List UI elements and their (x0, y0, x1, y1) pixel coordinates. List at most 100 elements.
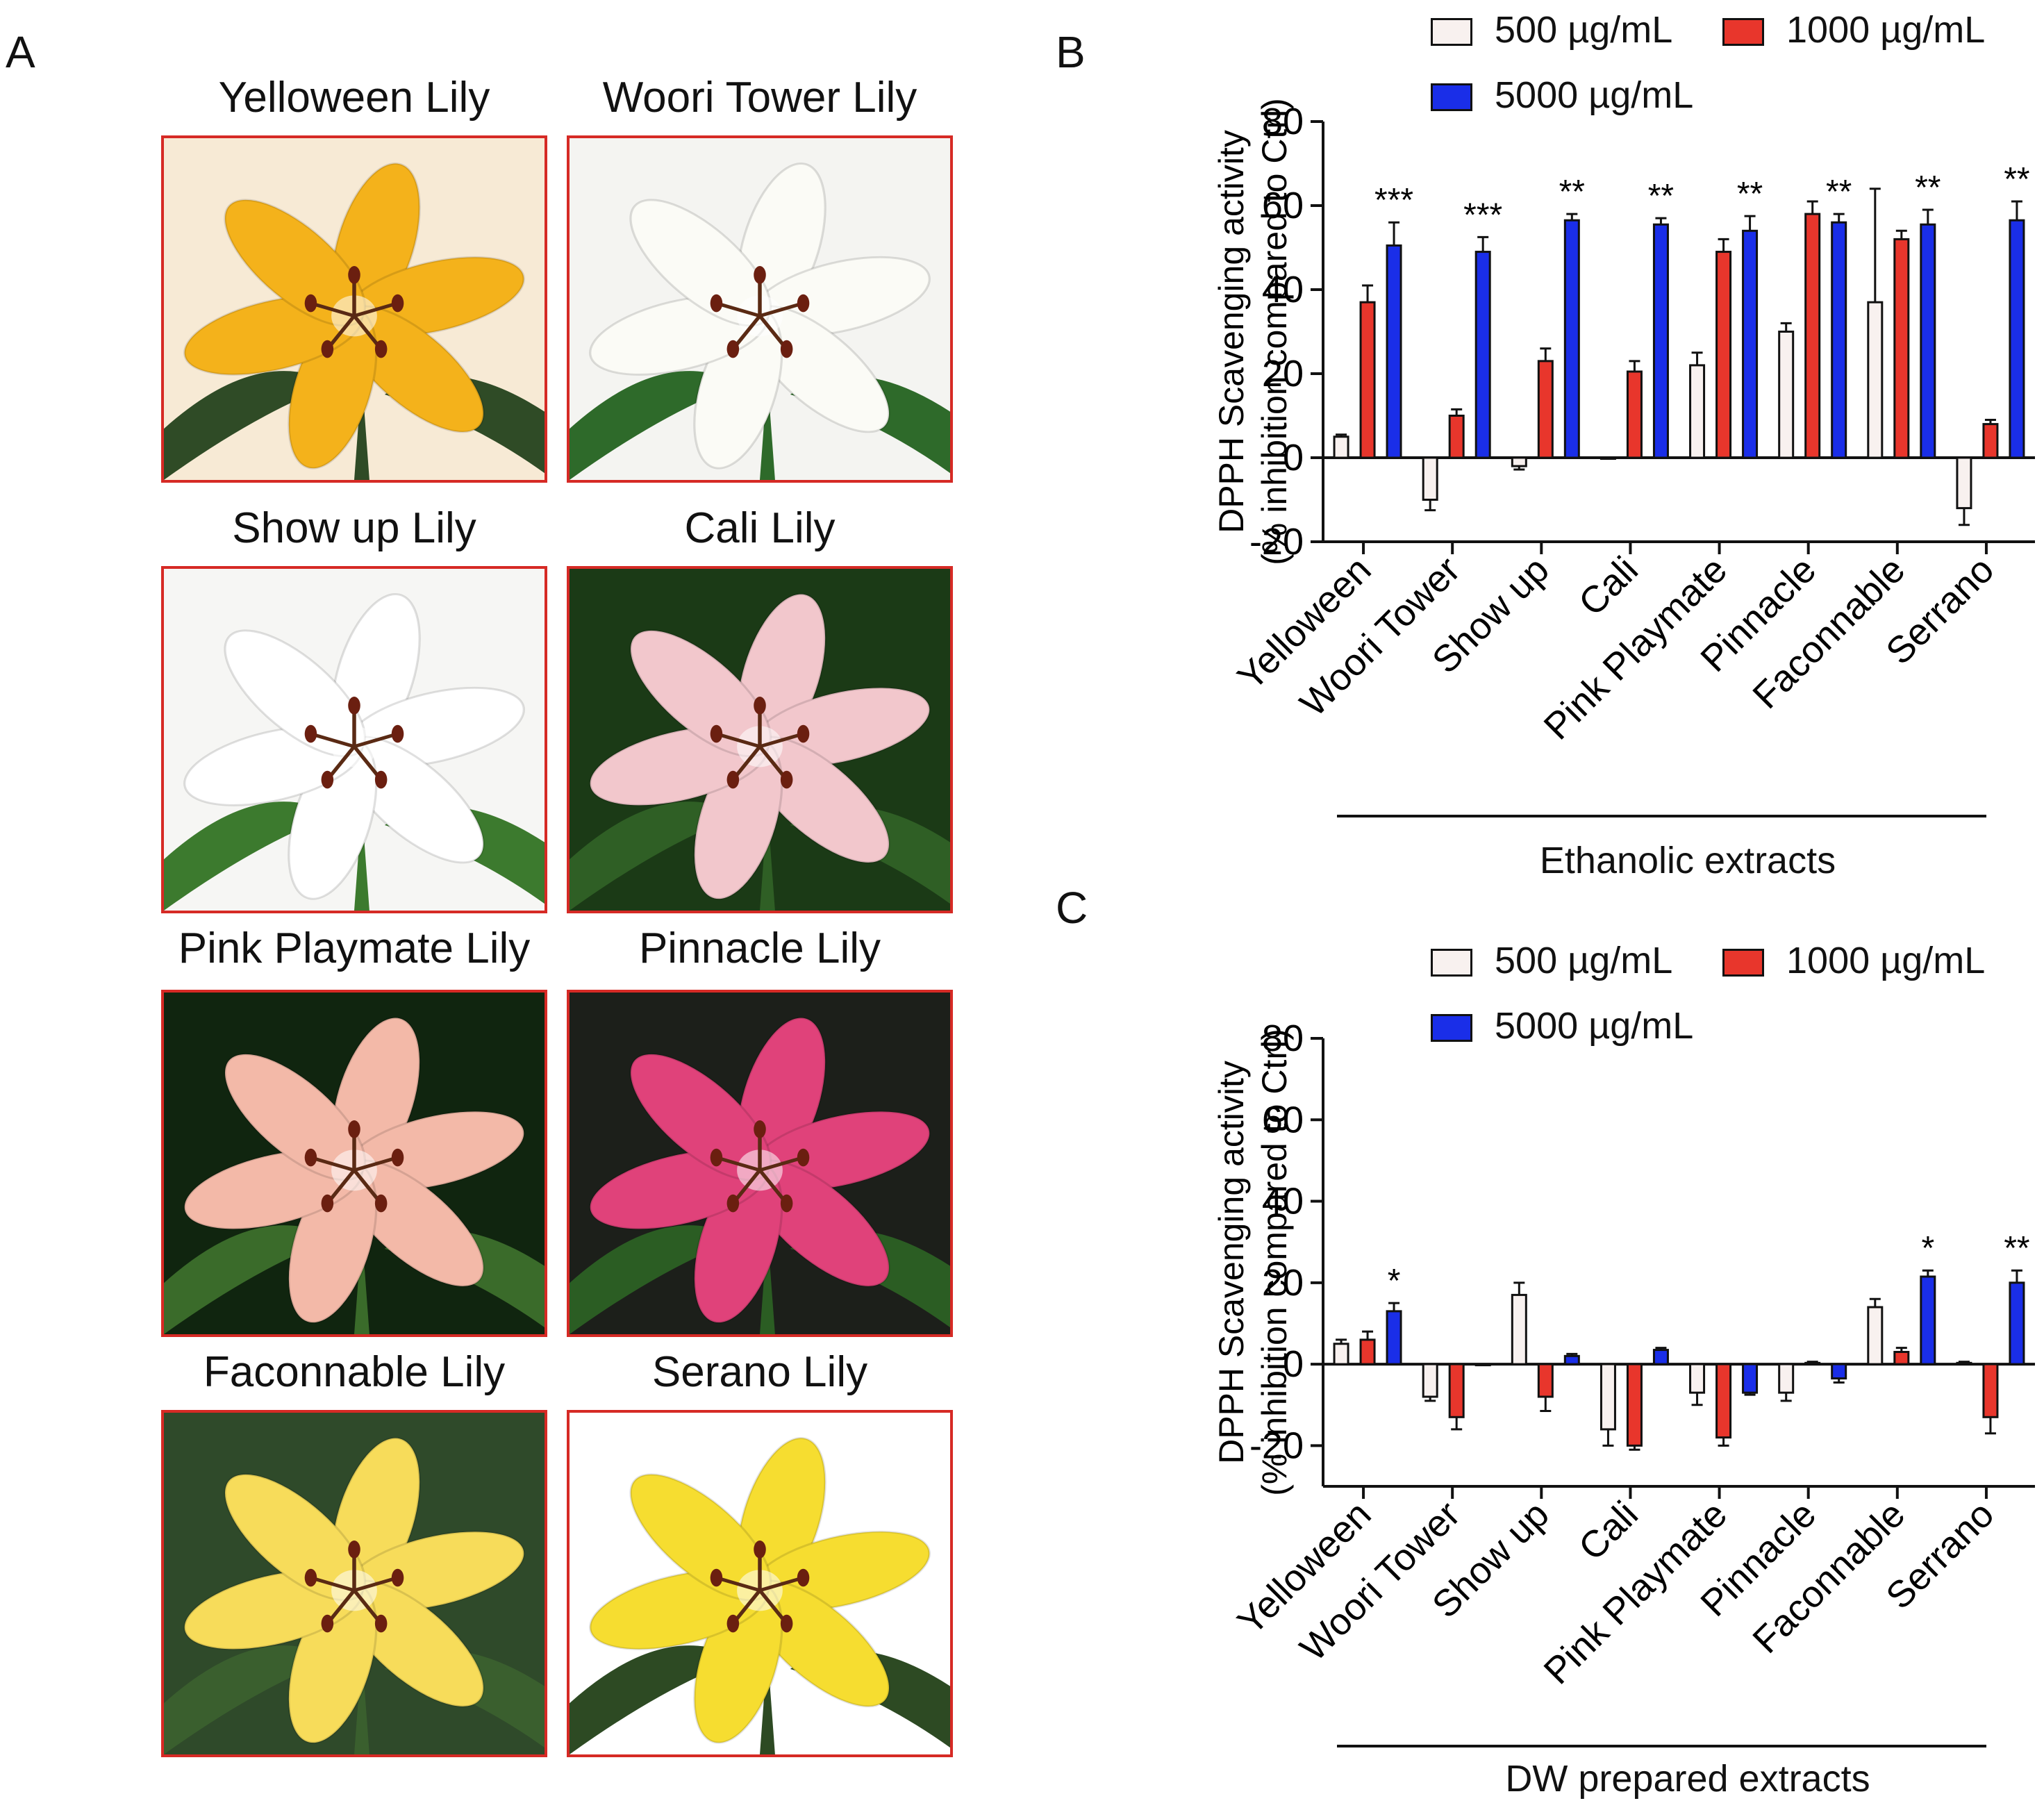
legend-swatch-5000 (1431, 83, 1472, 111)
significance-marker: * (1921, 1230, 1934, 1267)
y-tick-label: 20 (1262, 353, 1304, 395)
significance-marker: ** (1826, 174, 1852, 210)
bar (1652, 223, 1669, 459)
significance-marker: ** (1559, 174, 1585, 210)
bar (1652, 1349, 1669, 1365)
group-label-c: DW prepared extracts (1505, 1758, 1870, 1800)
bar (1867, 1306, 1884, 1365)
bar (1626, 370, 1643, 459)
chart-c: DPPH Scavenging activity (% inhibition co… (1212, 1021, 2035, 1693)
panel-b-letter: B (1056, 27, 1086, 77)
chart-b: DPPH Scavenging activity (% inhibition co… (1212, 98, 2035, 748)
bar (1920, 223, 1936, 459)
legend-swatch-1000 (1722, 18, 1764, 46)
flower-illustration (164, 138, 545, 480)
bar (1448, 1363, 1465, 1418)
bar (1689, 1363, 1706, 1394)
y-tick-label: 20 (1262, 1262, 1304, 1304)
y-tick-label: 40 (1262, 269, 1304, 310)
y-axis-title: DPPH Scavenging activity (1212, 130, 1251, 533)
y-axis-subtitle: (% inhibition compared to Ctrl) (1255, 98, 1294, 565)
photo-title: Pink Playmate Lily (178, 924, 531, 972)
bar (1563, 1354, 1580, 1365)
flower-illustration (570, 138, 950, 480)
y-tick-label: 40 (1262, 1181, 1304, 1222)
yellow-lily-photo (567, 1410, 953, 1757)
photo-title: Yelloween Lily (218, 74, 490, 122)
bar (1333, 1343, 1349, 1365)
bar (1982, 423, 1999, 459)
flower-illustration (164, 569, 545, 911)
significance-marker: * (1388, 1263, 1401, 1300)
y-tick-label: -20 (1249, 521, 1304, 563)
peach-daylily-photo (161, 990, 547, 1337)
group-label-b: Ethanolic extracts (1539, 840, 1836, 881)
magenta-lily-photo (567, 990, 953, 1337)
bar (1715, 1363, 1732, 1439)
legend-swatch-500 (1431, 949, 1472, 977)
significance-marker: ** (2004, 161, 2029, 198)
bar (1715, 251, 1732, 459)
bar (1333, 435, 1349, 459)
bar (1804, 213, 1821, 459)
legend-swatch-1000 (1722, 949, 1764, 977)
photo-title: Faconnable Lily (203, 1348, 506, 1396)
white-lily-photo (567, 135, 953, 483)
bar (1920, 1275, 1936, 1365)
bar (1537, 1363, 1554, 1398)
bar (1386, 244, 1402, 459)
bar (1867, 301, 1884, 459)
y-tick-label: 60 (1262, 1099, 1304, 1140)
legend-label-5000: 5000 µg/mL (1495, 74, 1694, 116)
bar (1563, 219, 1580, 459)
bar (1778, 331, 1795, 459)
bar (1511, 1293, 1527, 1365)
flower-illustration (570, 1413, 950, 1754)
y-tick-label: 80 (1262, 101, 1304, 142)
legend-label-5000: 5000 µg/mL (1495, 1005, 1694, 1047)
y-tick-label: 80 (1262, 1021, 1304, 1059)
bar (2009, 219, 2025, 459)
yellow-lily-photo (161, 135, 547, 483)
bar (1778, 1363, 1795, 1394)
significance-marker: ** (1737, 176, 1763, 213)
legend-label-500: 500 µg/mL (1495, 940, 1673, 981)
legend-label-1000: 1000 µg/mL (1786, 940, 1986, 981)
bar (1893, 238, 1910, 459)
bar (1742, 1363, 1759, 1394)
bar (1359, 301, 1376, 459)
white-lily-photo (161, 566, 547, 913)
bar (1956, 456, 1972, 510)
significance-marker: ** (2004, 1230, 2029, 1267)
bar (1689, 364, 1706, 459)
bar (1831, 221, 1847, 459)
bar (1831, 1363, 1847, 1380)
significance-marker: ** (1915, 169, 1941, 206)
flower-illustration (164, 993, 545, 1334)
x-tick-label: Cali (1571, 549, 1646, 624)
significance-marker: ** (1648, 178, 1674, 215)
bar (1474, 251, 1491, 459)
yellow-lily-photo (161, 1410, 547, 1757)
panel-c-letter: C (1056, 883, 1088, 933)
flower-illustration (164, 1413, 545, 1754)
photo-title: Pinnacle Lily (638, 924, 881, 972)
y-axis-subtitle: (% inhibition compared to Ctrl) (1255, 1029, 1294, 1496)
y-axis-title: DPPH Scavenging activity (1212, 1061, 1251, 1464)
bar (1511, 456, 1527, 467)
flower-illustration (570, 993, 950, 1334)
legend-label-1000: 1000 µg/mL (1786, 9, 1986, 51)
y-tick-label: 60 (1262, 185, 1304, 226)
bar (1804, 1361, 1821, 1365)
bar (1537, 360, 1554, 459)
pink-lily-photo (567, 566, 953, 913)
bar (1448, 415, 1465, 459)
bar (1422, 456, 1438, 501)
y-tick-label: 0 (1283, 1343, 1304, 1385)
group-rule-b (1337, 815, 1986, 817)
photo-title: Serano Lily (651, 1348, 868, 1396)
bar (1742, 229, 1759, 459)
y-tick-label: 0 (1283, 437, 1304, 479)
group-rule-c (1337, 1745, 1986, 1747)
bar (2009, 1281, 2025, 1365)
